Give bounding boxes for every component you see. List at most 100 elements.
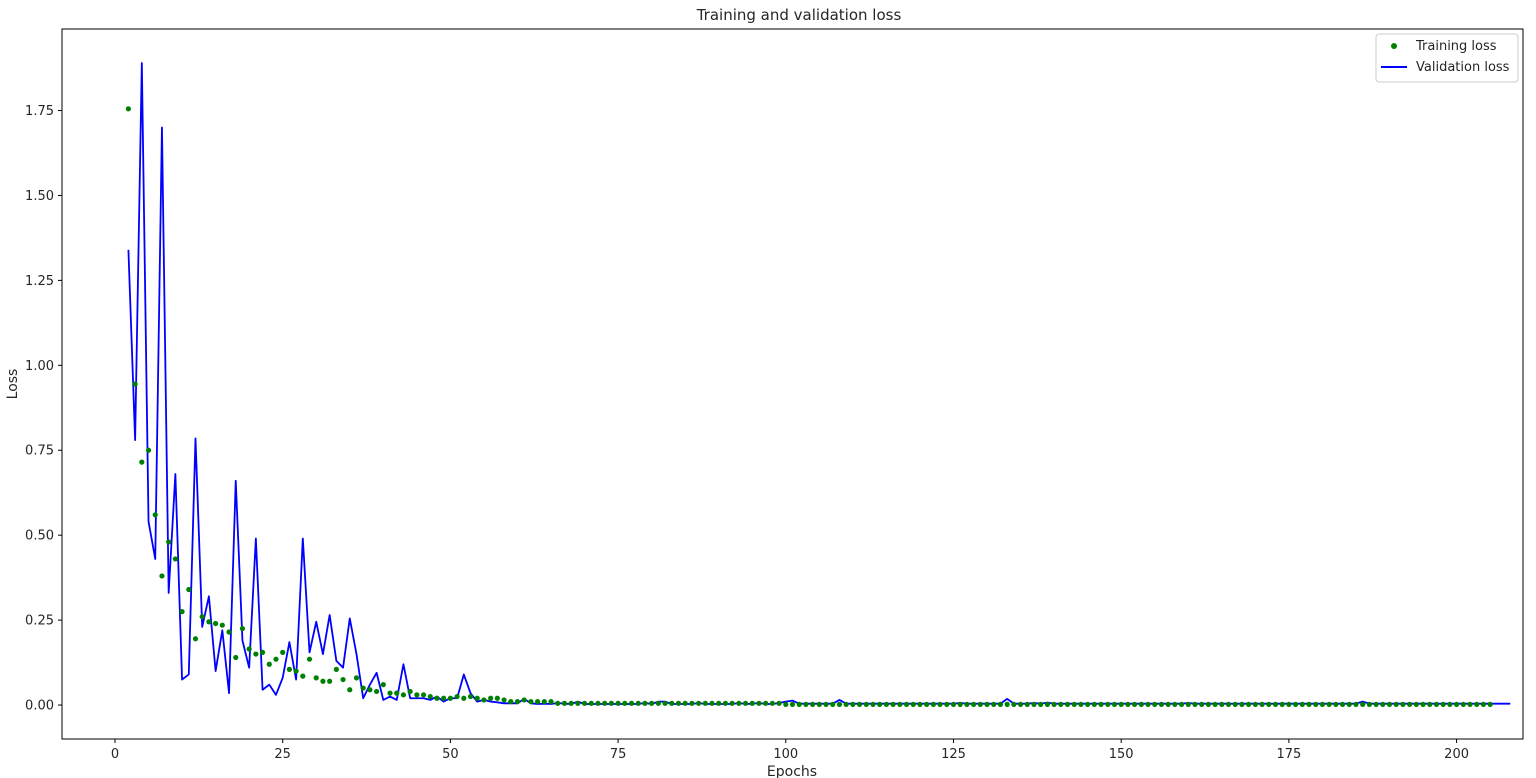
training-loss-point [1078, 701, 1084, 707]
y-axis-label: Loss [5, 369, 21, 400]
training-loss-point [1232, 701, 1238, 707]
training-loss-point [474, 695, 480, 701]
x-tick-label: 175 [1276, 747, 1301, 762]
training-loss-point [1266, 701, 1272, 707]
x-tick-label: 25 [274, 747, 291, 762]
training-loss-point [313, 675, 319, 681]
training-loss-point [1011, 701, 1017, 707]
training-loss-point [816, 701, 822, 707]
training-loss-point [300, 673, 306, 679]
training-loss-point [1346, 701, 1352, 707]
training-loss-point [199, 614, 205, 620]
y-tick-label: 0.00 [25, 699, 54, 714]
training-loss-point [1017, 701, 1024, 707]
legend-training-loss-label: Training loss [1415, 39, 1497, 54]
training-loss-point [957, 701, 963, 707]
training-loss-point [756, 700, 762, 706]
y-tick-label: 0.75 [25, 444, 54, 459]
training-loss-point [971, 701, 977, 707]
training-loss-point [501, 697, 507, 703]
training-loss-point [1212, 701, 1218, 707]
y-tick-label: 1.50 [25, 189, 54, 204]
training-loss-point [387, 690, 393, 696]
training-loss-point [1044, 701, 1050, 707]
training-loss-point [1024, 701, 1030, 707]
legend-training-loss-marker [1391, 43, 1397, 49]
training-loss-point [1393, 701, 1399, 707]
training-loss-point [991, 701, 997, 707]
training-loss-point [152, 512, 158, 518]
training-loss-point [1246, 701, 1252, 707]
training-loss-point [736, 700, 742, 706]
training-loss-point [836, 701, 843, 707]
training-loss-point [1447, 701, 1453, 707]
training-loss-point [374, 688, 380, 695]
training-loss-point [1487, 701, 1493, 707]
training-loss-point [508, 699, 514, 705]
training-loss-point [414, 692, 420, 698]
training-loss-point [1339, 701, 1346, 707]
training-loss-point [1407, 701, 1413, 707]
training-loss-point [246, 646, 252, 652]
training-loss-point [259, 649, 266, 655]
training-loss-point [1058, 701, 1064, 707]
training-loss-point [219, 622, 225, 628]
training-loss-point [1004, 701, 1010, 707]
training-loss-point [1319, 701, 1326, 707]
training-loss-point [649, 700, 655, 706]
training-loss-point [843, 701, 849, 707]
training-loss-point [1467, 701, 1473, 707]
training-loss-point [897, 701, 903, 707]
legend-validation-loss-label: Validation loss [1416, 60, 1510, 75]
training-loss-point [977, 701, 983, 707]
training-loss-point [1085, 701, 1091, 707]
training-loss-point [749, 700, 755, 706]
training-loss-point [944, 701, 950, 707]
training-loss-point [467, 693, 474, 700]
training-loss-point [1272, 701, 1279, 707]
training-loss-point [937, 701, 943, 707]
training-loss-point [1453, 701, 1460, 707]
training-loss-point [333, 666, 339, 672]
training-loss-point [588, 700, 594, 706]
training-loss-point [930, 701, 936, 707]
legend: Training loss Validation loss [1375, 33, 1519, 83]
training-loss-point [1460, 701, 1466, 707]
training-loss-point [206, 619, 212, 625]
training-loss-point [595, 700, 601, 706]
x-tick-label: 0 [111, 747, 119, 762]
training-loss-point [924, 701, 930, 707]
training-loss-point [166, 539, 172, 545]
training-loss-point [1178, 701, 1185, 707]
training-loss-point [1125, 701, 1131, 707]
training-loss-point [903, 701, 910, 707]
training-loss-point [327, 678, 333, 684]
training-loss-point [514, 699, 521, 705]
training-loss-point [1366, 701, 1372, 707]
training-loss-point [1279, 701, 1285, 707]
training-loss-point [689, 700, 695, 706]
training-loss-point [213, 620, 219, 627]
training-loss-point [239, 625, 246, 632]
training-loss-point [917, 701, 923, 707]
training-loss-point [186, 586, 192, 593]
training-loss-point [1091, 701, 1097, 707]
x-tick-label: 50 [442, 747, 459, 762]
training-loss-point [608, 700, 614, 706]
training-loss-point [1353, 701, 1359, 707]
training-loss-point [461, 695, 467, 701]
training-loss-point [340, 676, 346, 683]
training-loss-point [1205, 701, 1211, 707]
training-loss-point [233, 654, 239, 661]
training-loss-point [1373, 701, 1379, 707]
training-loss-point [716, 700, 722, 706]
training-loss-point [1333, 701, 1339, 707]
training-loss-point [722, 700, 729, 706]
training-loss-point [1440, 701, 1446, 707]
training-loss-point [1219, 701, 1225, 707]
training-loss-point [125, 106, 132, 112]
training-loss-point [394, 690, 400, 696]
training-loss-point [555, 700, 561, 706]
training-loss-point [1480, 701, 1487, 707]
training-loss-point [286, 666, 292, 672]
